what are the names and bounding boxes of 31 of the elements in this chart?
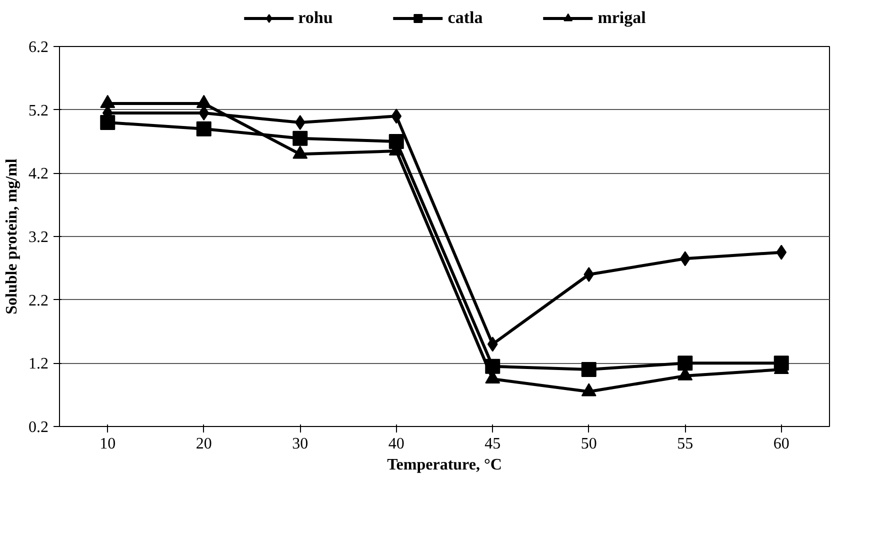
- x-tick-label: 20: [196, 436, 212, 452]
- x-tick-label: 60: [773, 436, 790, 452]
- y-tick-label: 2.2: [28, 292, 48, 310]
- point: [391, 108, 402, 124]
- y-axis-title: Soluble protein, mg/ml: [4, 158, 20, 314]
- x-tick-label: 10: [100, 436, 116, 452]
- legend-label: rohu: [298, 8, 333, 28]
- point: [487, 336, 498, 352]
- y-tick-label: 6.2: [28, 39, 48, 56]
- point: [196, 121, 212, 136]
- y-tick-label: 1.2: [28, 356, 48, 373]
- point: [776, 244, 787, 260]
- y-tick-label: 4.2: [28, 166, 48, 183]
- x-tick-label: 50: [580, 436, 597, 452]
- point: [294, 115, 306, 130]
- point: [581, 362, 596, 377]
- point: [100, 115, 116, 130]
- y-tick-label: 5.2: [28, 102, 48, 120]
- point: [680, 251, 690, 266]
- x-tick-label: 30: [292, 436, 308, 452]
- y-tick-label: 0.2: [28, 419, 48, 436]
- point: [678, 356, 693, 371]
- y-tick-label: 3.2: [28, 229, 48, 246]
- point: [292, 130, 308, 146]
- legend-label: mrigal: [598, 8, 646, 28]
- x-tick-label: 45: [484, 436, 501, 452]
- x-tick-label: 40: [388, 436, 404, 452]
- x-tick-label: 55: [677, 436, 694, 452]
- legend-label: catla: [448, 8, 483, 28]
- x-axis-title: Temperature, °C: [387, 456, 502, 474]
- point: [584, 267, 594, 282]
